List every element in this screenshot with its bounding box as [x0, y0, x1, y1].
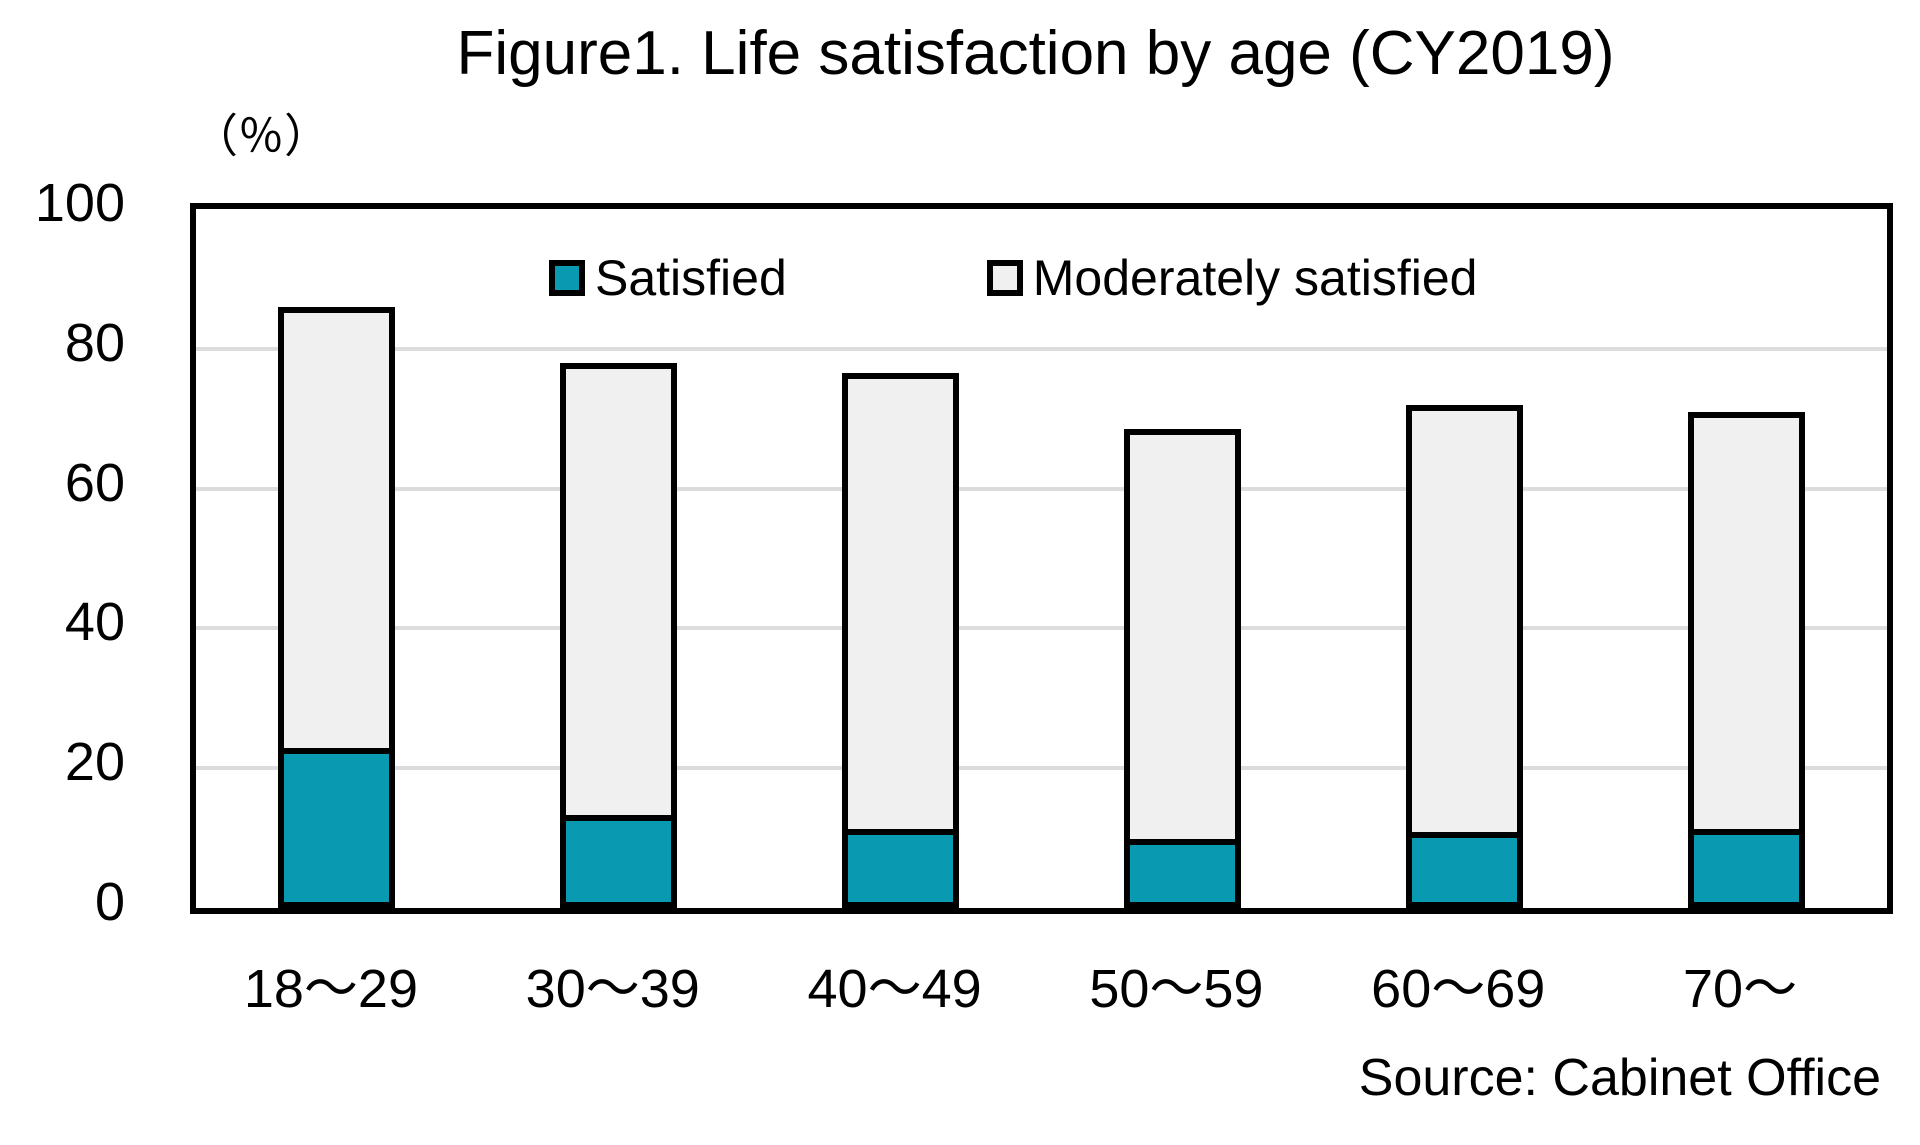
legend-label: Satisfied [595, 250, 787, 306]
y-tick-label-80: 80 [64, 312, 125, 373]
legend-item-satisfied: Satisfied [549, 253, 787, 303]
gridline-20 [196, 766, 1887, 771]
y-tick-label-40: 40 [64, 592, 125, 653]
bar-30〜39 [560, 362, 678, 908]
y-tick-label-100: 100 [34, 173, 125, 233]
x-axis-label-70〜: 70〜 [1683, 959, 1798, 1019]
bars-layer [196, 209, 1887, 908]
bar-segment-satisfied [1411, 832, 1517, 902]
legend-swatch-icon [986, 260, 1023, 296]
bar-40〜49 [842, 373, 960, 908]
y-axis-unit-label: （％） [192, 110, 330, 162]
x-axis-label-50〜59: 50〜59 [1089, 959, 1264, 1019]
legend: Satisfied Moderately satisfied [549, 253, 1477, 303]
gridline-80 [196, 346, 1887, 351]
x-axis-label-30〜39: 30〜39 [525, 959, 700, 1019]
y-tick-label-20: 20 [64, 732, 125, 793]
legend-label: Moderately satisfied [1032, 250, 1478, 306]
bar-70〜 [1687, 411, 1805, 908]
legend-item-moderately-satisfied: Moderately satisfied [986, 250, 1478, 306]
gridline-60 [196, 486, 1887, 491]
x-axis-labels: 18〜29 30〜39 40〜49 50〜59 60〜69 70〜 [190, 959, 1881, 1019]
bar-50〜59 [1123, 429, 1241, 908]
chart-title: Figure1. Life satisfaction by age (CY201… [456, 19, 1615, 88]
gridline-40 [196, 626, 1887, 631]
y-axis-tick-labels: 0 20 40 60 80 100 [0, 176, 140, 929]
bar-segment-satisfied [566, 814, 672, 902]
bar-segment-satisfied [284, 748, 390, 902]
bar-segment-satisfied [848, 828, 954, 902]
y-tick-label-0: 0 [94, 872, 125, 932]
plot-area: Satisfied Moderately satisfied [190, 203, 1893, 914]
y-tick-label-60: 60 [64, 452, 125, 513]
x-axis-label-18〜29: 18〜29 [243, 959, 418, 1019]
x-axis-label-40〜49: 40〜49 [807, 959, 982, 1019]
bar-segment-satisfied [1129, 839, 1235, 902]
x-axis-label-60〜69: 60〜69 [1371, 959, 1546, 1019]
bar-18〜29 [278, 306, 396, 908]
source-caption: Source: Cabinet Office [1358, 1049, 1881, 1107]
bar-segment-satisfied [1693, 828, 1799, 902]
legend-swatch-icon [549, 260, 585, 296]
bar-60〜69 [1405, 404, 1523, 908]
